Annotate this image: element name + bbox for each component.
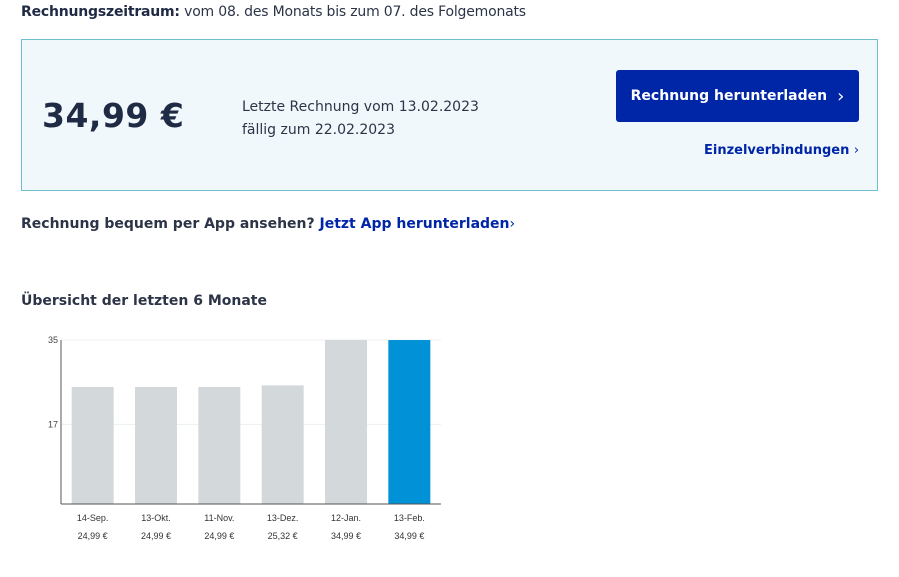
last-invoice-date: Letzte Rechnung vom 13.02.2023 [242, 99, 479, 115]
overview-title: Übersicht der letzten 6 Monate [21, 293, 267, 309]
bar-value-label: 34,99 € [331, 531, 361, 541]
bar-value-label: 25,32 € [268, 531, 298, 541]
download-invoice-button[interactable]: Rechnung herunterladen › [616, 70, 859, 122]
invoice-amount: 34,99 € [42, 96, 185, 135]
bar-value-label: 24,99 € [204, 531, 234, 541]
bar [135, 386, 177, 504]
monthly-bar-chart: 17 35 14-Sep. 24,99 € 13-Okt. 24,99 € 11-Nov. 2… [48, 335, 441, 541]
x-tick-label: 11-Nov. [204, 513, 234, 523]
billing-period-label: Rechnungszeitraum: [21, 4, 180, 20]
due-date: fällig zum 22.02.2023 [242, 122, 395, 138]
x-tick-label: 12-Jan. [331, 513, 361, 523]
app-download-link[interactable]: Jetzt App herunterladen› [320, 216, 516, 232]
download-invoice-label: Rechnung herunterladen [630, 88, 828, 104]
itemized-calls-label: Einzelverbindungen [704, 143, 850, 158]
bar-value-label: 34,99 € [394, 531, 424, 541]
chevron-right-icon: › [853, 143, 860, 158]
x-tick-label: 13-Dez. [267, 513, 299, 523]
bar-value-label: 24,99 € [78, 531, 108, 541]
bar [325, 340, 367, 504]
app-promo: Rechnung bequem per App ansehen? Jetzt A… [21, 216, 515, 232]
chevron-right-icon: › [837, 85, 845, 107]
app-promo-text: Rechnung bequem per App ansehen? [21, 216, 315, 232]
x-tick-label: 13-Feb. [394, 513, 425, 523]
bar [71, 386, 114, 504]
app-download-label: Jetzt App herunterladen [319, 216, 510, 232]
x-tick-label: 13-Okt. [141, 513, 171, 523]
billing-period-text: vom 08. des Monats bis zum 07. des Folge… [184, 4, 526, 20]
billing-period: Rechnungszeitraum: vom 08. des Monats bi… [21, 4, 526, 20]
invoice-summary-box: 34,99 € Letzte Rechnung vom 13.02.2023 f… [21, 39, 878, 191]
x-tick-label: 14-Sep. [77, 513, 109, 523]
bar [388, 340, 431, 504]
y-tick-label: 17 [48, 419, 58, 429]
itemized-calls-link[interactable]: Einzelverbindungen › [704, 143, 859, 158]
last-invoice-info: Letzte Rechnung vom 13.02.2023 fällig zu… [242, 96, 479, 142]
chevron-right-icon: › [509, 216, 516, 232]
bar [261, 385, 304, 504]
y-tick-label: 35 [48, 335, 58, 345]
bar [198, 386, 241, 504]
bar-value-label: 24,99 € [141, 531, 171, 541]
